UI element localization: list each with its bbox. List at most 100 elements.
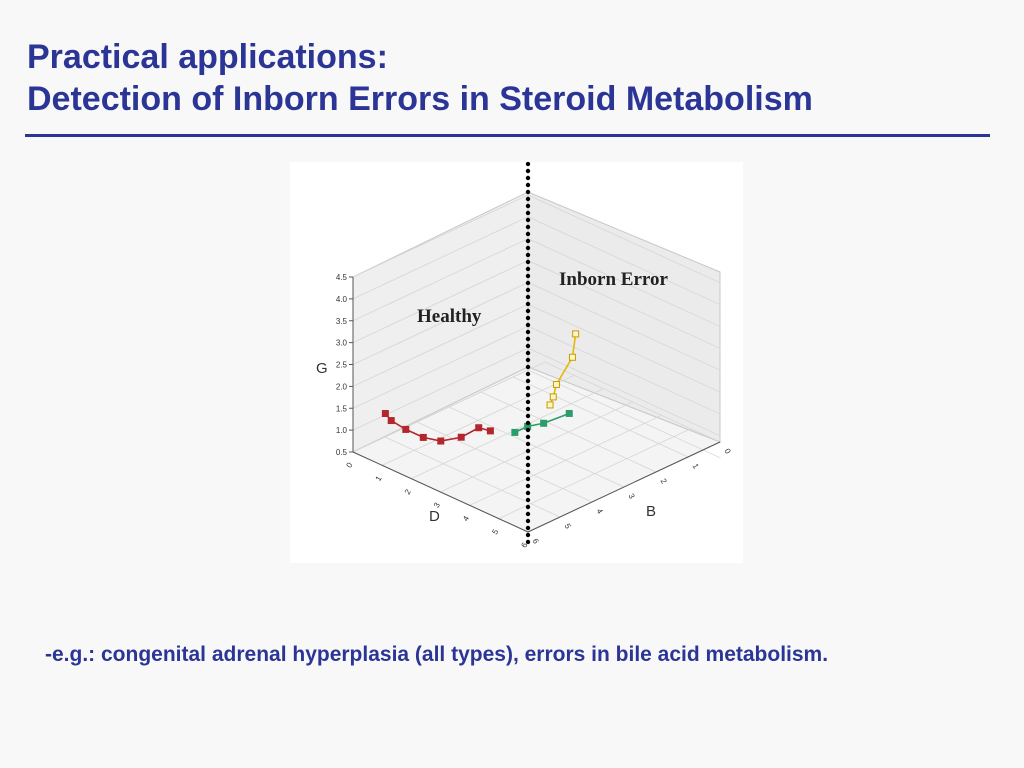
divider-dot [525, 525, 531, 531]
wall-grid-line [352, 369, 721, 459]
divider-dot [525, 182, 531, 188]
b-tick-label: 0 [723, 447, 733, 456]
divider-dot [525, 175, 531, 181]
divider-dot [525, 357, 531, 363]
data-point [552, 380, 560, 388]
g-tick-label: 2.0 [336, 382, 348, 391]
divider-dot [525, 329, 531, 335]
d-tick-label: 4 [461, 514, 471, 523]
wall-grid-line [352, 194, 721, 284]
divider-dot [525, 280, 531, 286]
divider-dot [525, 455, 531, 461]
divider-dot [525, 315, 531, 321]
divider-dot [525, 392, 531, 398]
divider-dot [525, 511, 531, 517]
divider-dot [525, 189, 531, 195]
divider-dot [525, 469, 531, 475]
b-axis-title: B [646, 503, 656, 520]
divider-dot [525, 483, 531, 489]
g-tick-label: 1.0 [336, 426, 348, 435]
title-line-2: Detection of Inborn Errors in Steroid Me… [27, 80, 813, 118]
data-point [565, 409, 573, 417]
b-tick-label: 2 [659, 477, 669, 486]
divider-dot [525, 399, 531, 405]
b-tick-label: 3 [627, 492, 637, 501]
floor-grid-line [544, 361, 721, 443]
divider-dot [525, 497, 531, 503]
divider-dot [525, 378, 531, 384]
divider-dot [525, 364, 531, 370]
g-tick-label: 0.5 [336, 448, 348, 457]
divider-dot [525, 231, 531, 237]
divider-dot [525, 245, 531, 251]
divider-dot [525, 273, 531, 279]
data-point [475, 424, 483, 432]
divider-dot [525, 203, 531, 209]
wall-grid-line [352, 238, 721, 328]
axis-ticks: 0.5 1.0 1.5 2.0 2.5 3.0 3.5 4.0 4.5 0 1 2 3 4 5 6 0 1 2 3 4 5… [336, 273, 733, 549]
divider-dot [525, 336, 531, 342]
annotation-inborn-error: Inborn Error [559, 269, 668, 290]
divider-dot [525, 238, 531, 244]
divider-dot [525, 504, 531, 510]
d-tick-label: 5 [490, 527, 500, 536]
d-tick-label: 3 [432, 501, 442, 510]
divider-dot [525, 196, 531, 202]
divider-dot [525, 287, 531, 293]
data-point [540, 419, 548, 427]
group-divider [525, 162, 531, 545]
divider-dot [525, 518, 531, 524]
divider-dot [525, 343, 531, 349]
slide-caption: -e.g.: congenital adrenal hyperplasia (a… [45, 643, 829, 666]
d-axis-line [352, 451, 529, 533]
divider-dot [525, 210, 531, 216]
data-point [437, 437, 445, 445]
data-point [572, 330, 580, 338]
data-point [457, 433, 465, 441]
divider-dot [525, 441, 531, 447]
series-line [514, 412, 570, 434]
divider-dot [525, 252, 531, 258]
d-tick-label: 2 [403, 487, 413, 496]
divider-dot [525, 490, 531, 496]
3d-scatter-chart: 0.5 1.0 1.5 2.0 2.5 3.0 3.5 4.0 4.5 0 1 2 3 4 5 6 0 1 2 3 4 5… [290, 162, 743, 563]
d-tick-label: 6 [519, 541, 529, 550]
d-tick-label: 1 [374, 474, 384, 483]
b-tick-label: 5 [563, 522, 573, 531]
wall-grid-line [352, 216, 721, 306]
divider-dot [525, 462, 531, 468]
divider-dot [525, 427, 531, 433]
divider-dot [525, 294, 531, 300]
slide-title: Practical applications: Detection of Inb… [27, 36, 997, 120]
d-tick-label: 0 [344, 461, 354, 470]
series-layer [381, 330, 580, 445]
divider-dot [525, 476, 531, 482]
divider-dot [525, 385, 531, 391]
divider-dot [525, 532, 531, 538]
divider-dot [525, 539, 531, 545]
divider-dot [525, 448, 531, 454]
divider-dot [525, 420, 531, 426]
data-point [419, 433, 427, 441]
divider-dot [525, 162, 531, 167]
g-tick-label: 4.0 [336, 295, 348, 304]
divider-dot [525, 224, 531, 230]
data-point [568, 353, 576, 361]
title-line-1: Practical applications: [27, 38, 388, 76]
data-point [549, 393, 557, 401]
divider-dot [525, 168, 531, 174]
data-point [486, 427, 494, 435]
g-tick-label: 2.5 [336, 361, 348, 370]
divider-dot [525, 259, 531, 265]
divider-dot [525, 371, 531, 377]
b-axis-line [527, 441, 721, 533]
annotation-healthy: Healthy [417, 306, 482, 327]
divider-dot [525, 322, 531, 328]
b-tick-label: 4 [595, 507, 605, 516]
data-point [402, 425, 410, 433]
b-tick-label: 6 [531, 537, 541, 546]
divider-dot [525, 308, 531, 314]
data-point [546, 401, 554, 409]
g-tick-label: 3.5 [336, 317, 348, 326]
g-tick-label: 3.0 [336, 339, 348, 348]
